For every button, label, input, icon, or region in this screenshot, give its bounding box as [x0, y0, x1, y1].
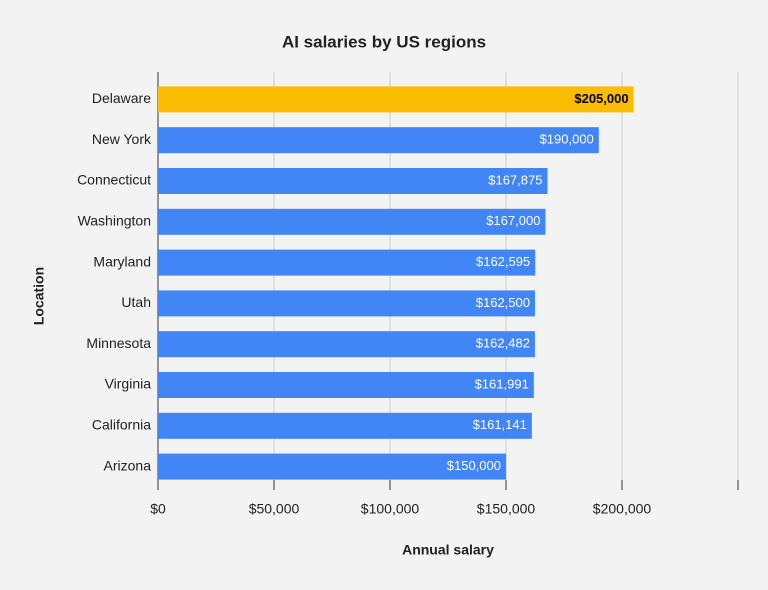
y-tick-label: Utah: [121, 294, 151, 310]
bar: [158, 127, 599, 154]
y-tick-label: Washington: [78, 213, 151, 229]
y-tick-label: Delaware: [92, 90, 151, 106]
bar: [158, 412, 532, 439]
bar: [158, 249, 536, 276]
value-label: $167,000: [486, 213, 540, 228]
x-tick-label: $100,000: [361, 501, 420, 517]
y-tick-label: Connecticut: [77, 172, 151, 188]
y-tick-label: California: [92, 417, 151, 433]
value-label: $167,875: [488, 172, 542, 187]
bar: [158, 168, 548, 194]
y-tick-label: Minnesota: [86, 335, 151, 351]
value-label: $162,500: [476, 295, 530, 310]
bar: [158, 331, 535, 358]
bar: [158, 372, 534, 398]
y-tick-label: Maryland: [93, 253, 151, 269]
bar: [158, 290, 535, 317]
x-axis-label: Annual salary: [402, 542, 494, 558]
y-tick-label: New York: [92, 131, 152, 147]
x-tick-label: $50,000: [249, 501, 300, 517]
chart-title: AI salaries by US regions: [282, 32, 486, 51]
x-tick-label: $150,000: [477, 501, 536, 517]
value-label: $150,000: [447, 458, 501, 473]
value-label: $162,595: [476, 254, 530, 269]
value-label: $161,141: [473, 417, 527, 432]
y-axis-label: Location: [31, 267, 47, 325]
value-label: $205,000: [574, 91, 628, 106]
y-tick-label: Arizona: [104, 457, 152, 473]
x-tick-label: $0: [150, 501, 166, 517]
y-tick-label: Virginia: [105, 376, 152, 392]
x-tick-label: $200,000: [593, 501, 652, 517]
bar: [158, 453, 506, 480]
bar: [158, 208, 546, 235]
bar: [158, 86, 634, 113]
value-label: $162,482: [476, 336, 530, 351]
value-label: $190,000: [540, 132, 594, 147]
value-label: $161,991: [475, 376, 529, 391]
